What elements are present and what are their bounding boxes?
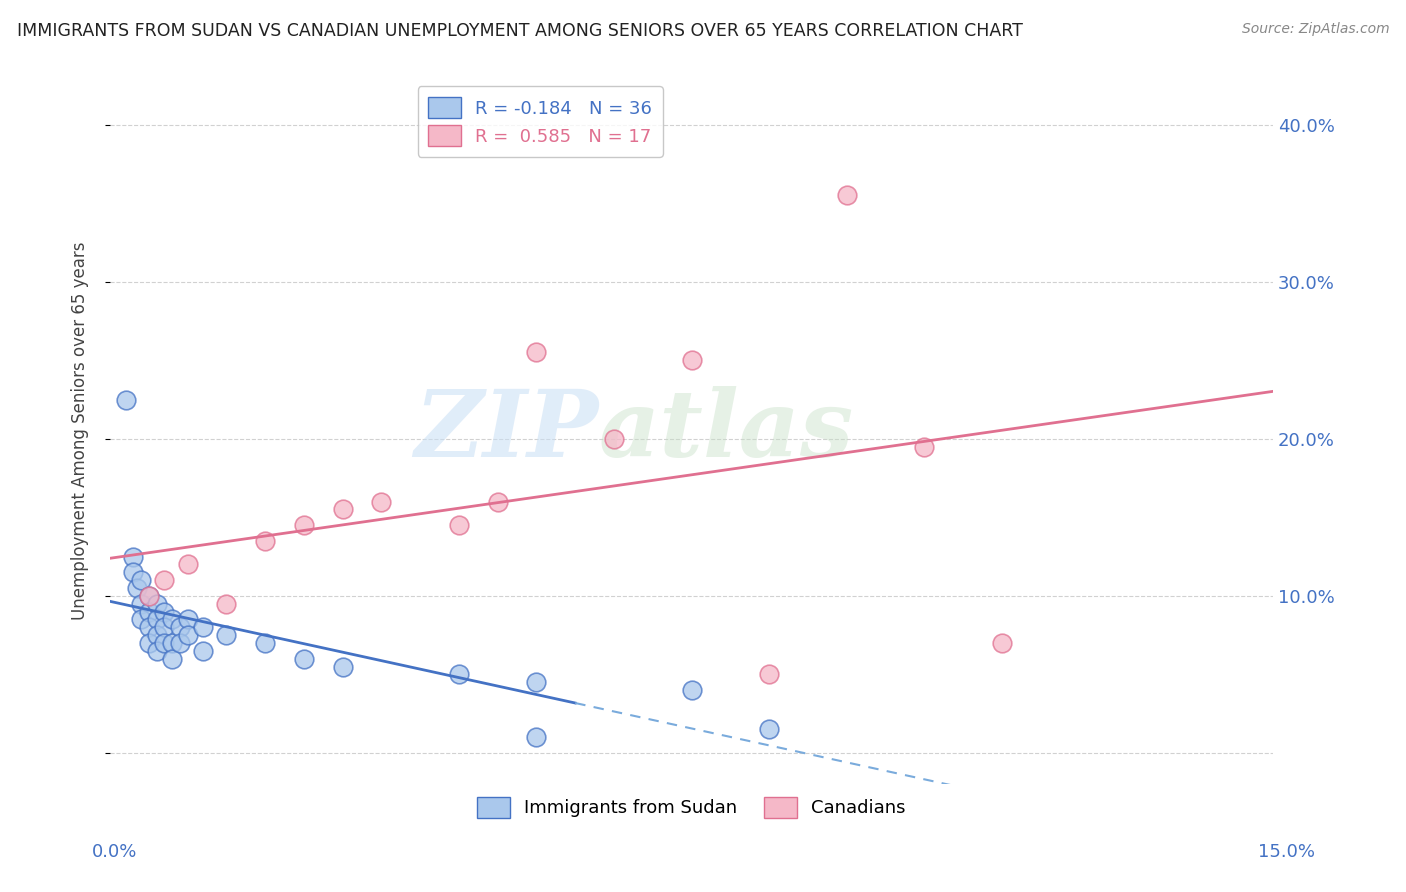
Point — [145, 628, 167, 642]
Point — [138, 605, 160, 619]
Point — [526, 731, 548, 745]
Point — [912, 440, 935, 454]
Point — [447, 667, 470, 681]
Text: atlas: atlas — [599, 386, 853, 476]
Point — [292, 518, 315, 533]
Point — [603, 432, 626, 446]
Point — [122, 549, 145, 564]
Point — [153, 636, 176, 650]
Text: Source: ZipAtlas.com: Source: ZipAtlas.com — [1241, 22, 1389, 37]
Text: 15.0%: 15.0% — [1257, 843, 1315, 861]
Point — [129, 573, 152, 587]
Point — [138, 589, 160, 603]
Text: IMMIGRANTS FROM SUDAN VS CANADIAN UNEMPLOYMENT AMONG SENIORS OVER 65 YEARS CORRE: IMMIGRANTS FROM SUDAN VS CANADIAN UNEMPL… — [17, 22, 1022, 40]
Point — [526, 345, 548, 359]
Point — [114, 392, 136, 407]
Point — [138, 620, 160, 634]
Point — [835, 188, 858, 202]
Point — [254, 533, 277, 548]
Point — [758, 723, 780, 737]
Point — [129, 612, 152, 626]
Point — [160, 636, 183, 650]
Legend: Immigrants from Sudan, Canadians: Immigrants from Sudan, Canadians — [470, 789, 912, 825]
Point — [758, 667, 780, 681]
Point — [447, 518, 470, 533]
Y-axis label: Unemployment Among Seniors over 65 years: Unemployment Among Seniors over 65 years — [72, 242, 89, 620]
Point — [332, 659, 354, 673]
Point — [153, 573, 176, 587]
Point — [138, 589, 160, 603]
Point — [127, 581, 149, 595]
Point — [681, 353, 703, 368]
Point — [990, 636, 1012, 650]
Point — [681, 683, 703, 698]
Point — [122, 566, 145, 580]
Point — [169, 620, 191, 634]
Point — [176, 612, 198, 626]
Point — [160, 612, 183, 626]
Point — [191, 644, 214, 658]
Point — [215, 628, 238, 642]
Point — [254, 636, 277, 650]
Point — [145, 597, 167, 611]
Point — [176, 628, 198, 642]
Point — [215, 597, 238, 611]
Point — [153, 620, 176, 634]
Point — [145, 644, 167, 658]
Text: ZIP: ZIP — [415, 386, 599, 476]
Point — [526, 675, 548, 690]
Point — [486, 494, 509, 508]
Point — [191, 620, 214, 634]
Point — [370, 494, 392, 508]
Point — [129, 597, 152, 611]
Text: 0.0%: 0.0% — [91, 843, 136, 861]
Point — [169, 636, 191, 650]
Point — [145, 612, 167, 626]
Point — [176, 558, 198, 572]
Point — [153, 605, 176, 619]
Point — [292, 652, 315, 666]
Point — [138, 636, 160, 650]
Point — [332, 502, 354, 516]
Point — [160, 652, 183, 666]
